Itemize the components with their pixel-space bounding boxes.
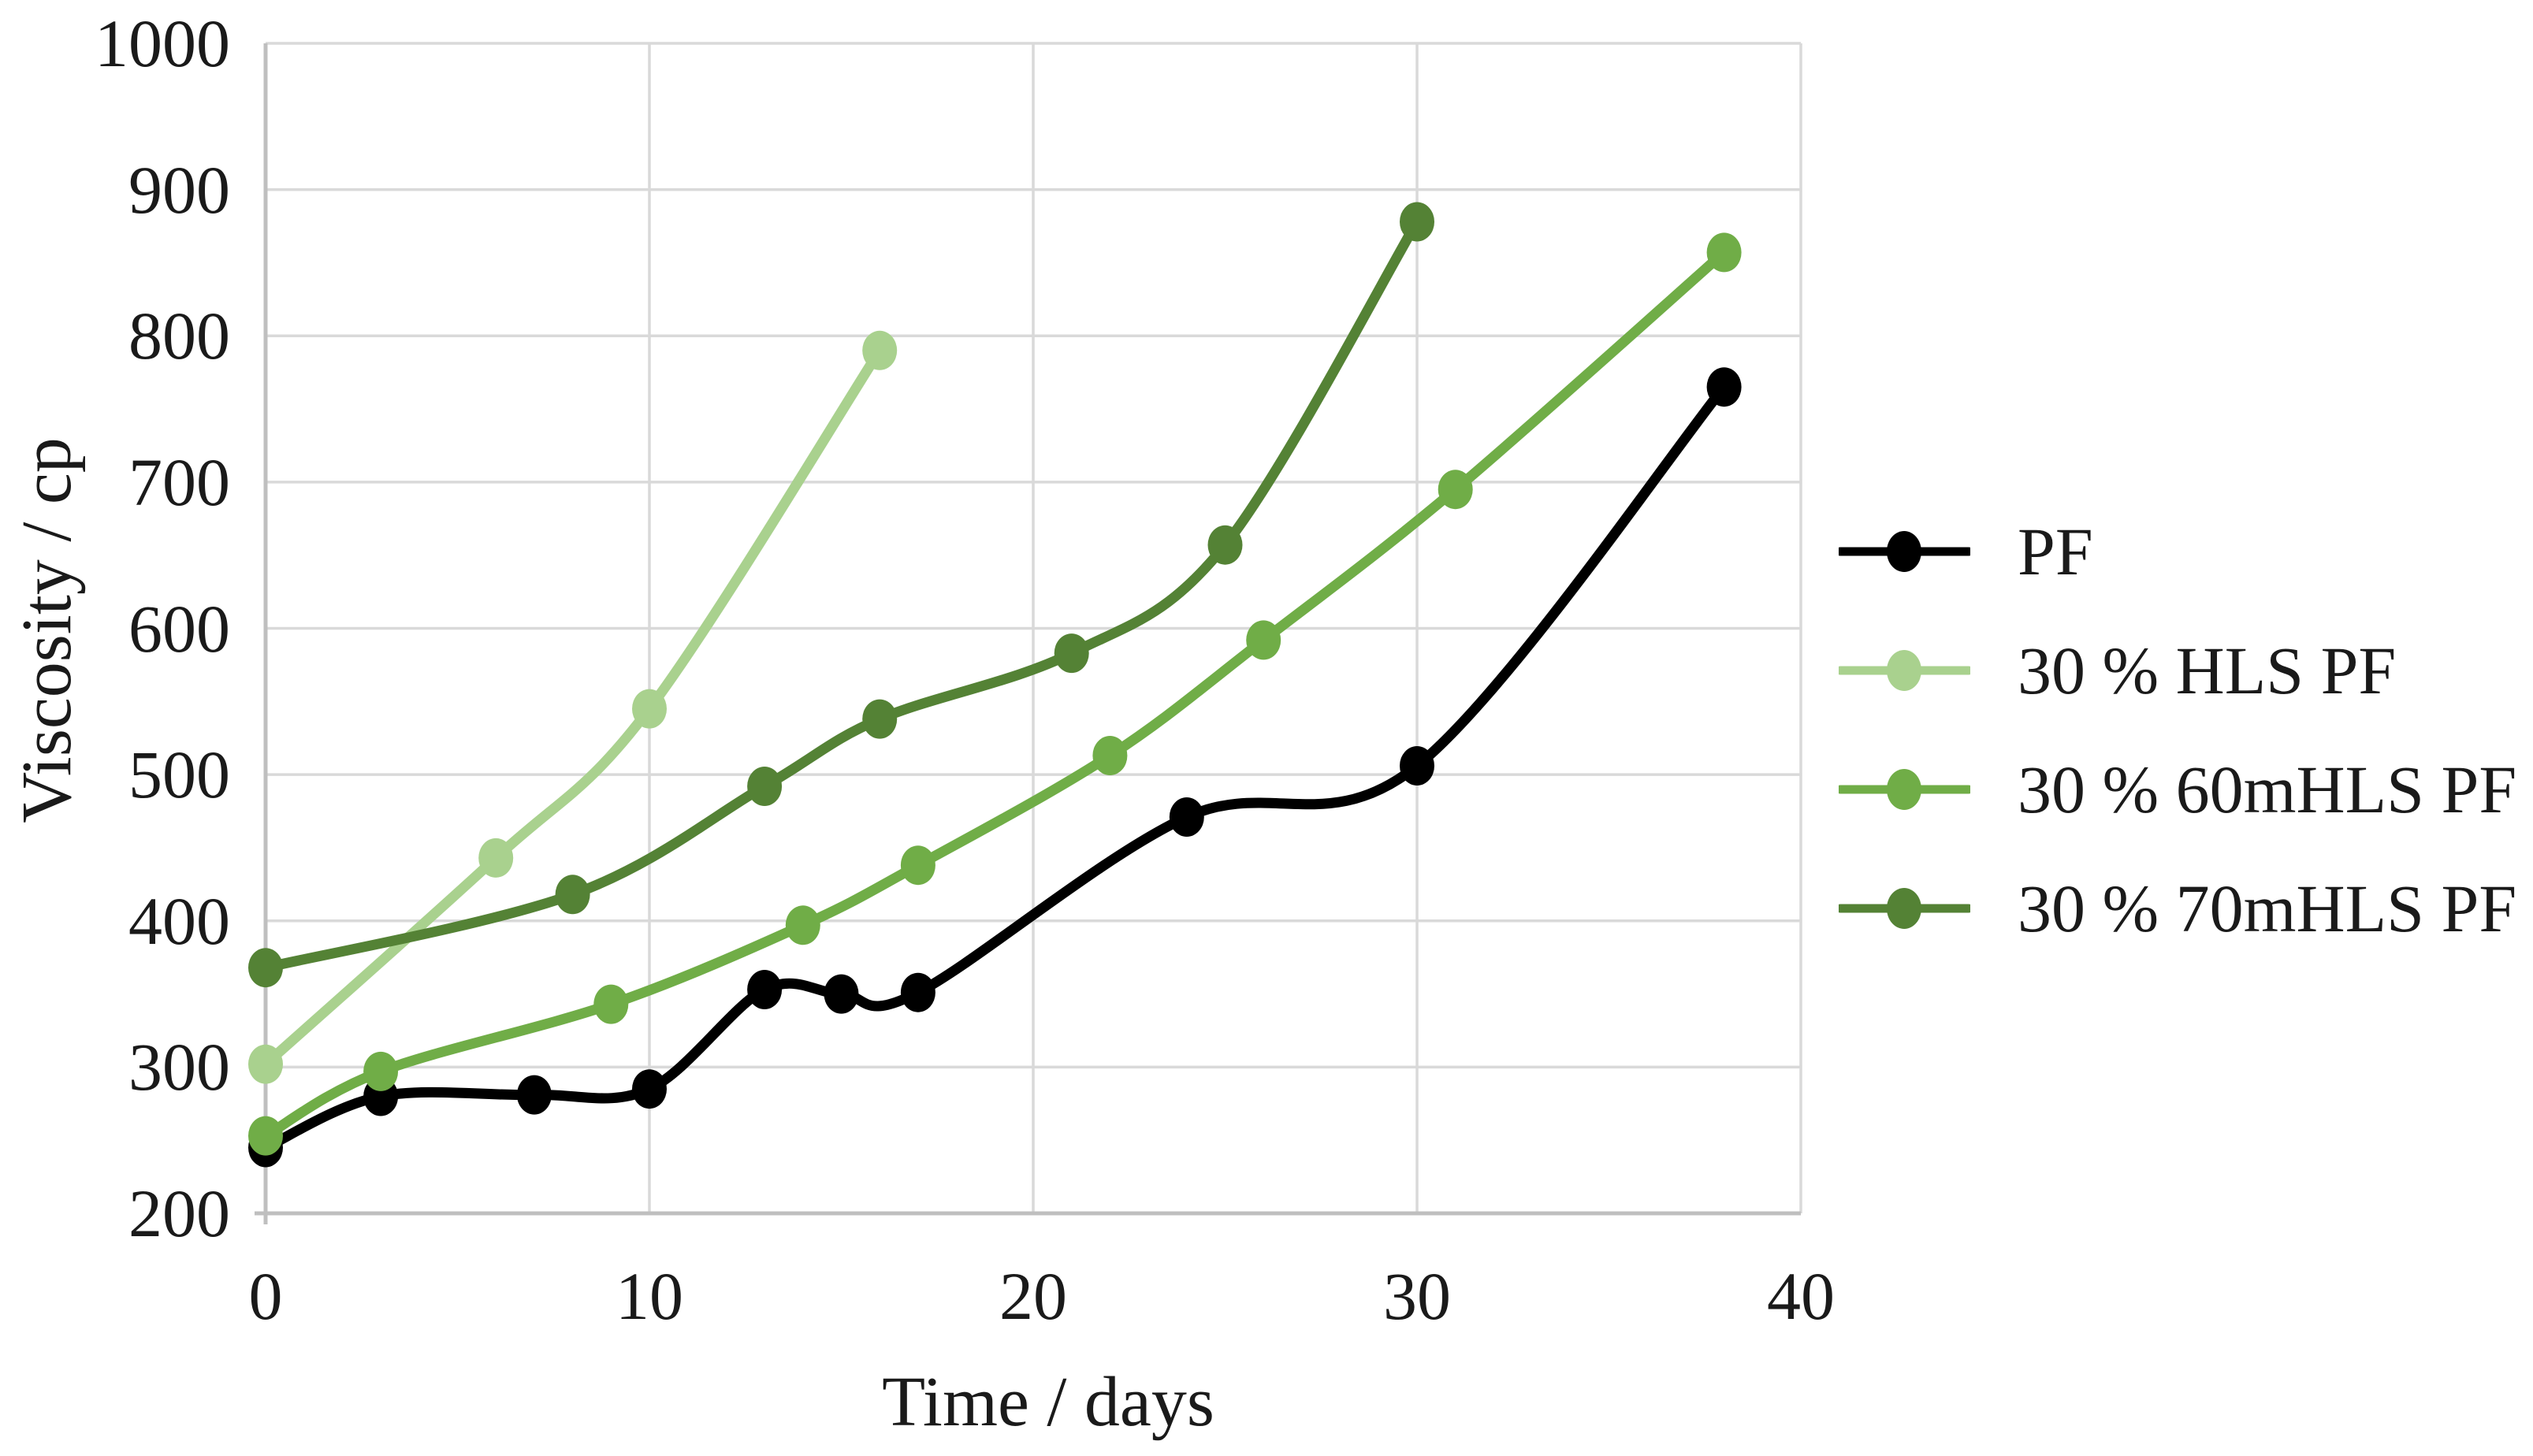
- y-tick-label: 600: [128, 590, 230, 667]
- legend-marker-icon: [1887, 531, 1921, 572]
- legend-label: 30 % 70mHLS PF: [2018, 871, 2517, 946]
- y-tick-label: 800: [128, 298, 230, 374]
- data-point-marker: [785, 905, 820, 945]
- x-tick-label: 20: [999, 1258, 1067, 1334]
- data-point-marker: [747, 767, 783, 806]
- data-point-marker: [248, 1116, 283, 1156]
- legend-item-PF: PF: [1839, 504, 2093, 599]
- data-point-marker: [1246, 620, 1281, 660]
- data-point-marker: [248, 948, 283, 988]
- gridlines: [264, 42, 1802, 1215]
- data-series: [248, 202, 1742, 1168]
- series-30 % HLS PF: [248, 330, 898, 1084]
- y-tick-label: 900: [128, 151, 230, 228]
- legend-item-30 % 70mHLS PF: 30 % 70mHLS PF: [1839, 861, 2516, 956]
- data-point-marker: [1438, 470, 1473, 510]
- data-point-marker: [516, 1075, 552, 1115]
- data-point-marker: [1054, 633, 1089, 674]
- data-point-marker: [862, 330, 898, 370]
- legend-marker-icon: [1887, 769, 1921, 810]
- legend-swatch-icon: [1839, 531, 1970, 572]
- legend-marker-icon: [1887, 650, 1921, 691]
- y-tick-label: 1000: [95, 6, 230, 81]
- data-point-marker: [1207, 525, 1243, 565]
- axis-lines: [255, 43, 1801, 1224]
- y-tick-label: 300: [128, 1029, 230, 1105]
- data-point-marker: [900, 845, 935, 886]
- data-point-marker: [1706, 232, 1742, 273]
- data-point-marker: [862, 699, 898, 739]
- series-line: [260, 381, 1730, 1153]
- data-point-marker: [248, 1044, 283, 1084]
- data-point-marker: [1400, 746, 1434, 786]
- data-point-marker: [824, 974, 859, 1014]
- y-tick-label: 500: [128, 737, 230, 813]
- series-line: [260, 247, 1730, 1142]
- legend-swatch-icon: [1839, 769, 1970, 810]
- legend-marker-icon: [1887, 888, 1921, 929]
- data-point-marker: [1706, 367, 1742, 407]
- x-tick-label: 30: [1383, 1258, 1451, 1334]
- x-tick-label: 40: [1767, 1258, 1835, 1334]
- data-point-marker: [363, 1051, 399, 1091]
- data-point-marker: [747, 970, 783, 1009]
- legend-swatch-icon: [1839, 650, 1970, 691]
- data-point-marker: [632, 1069, 667, 1109]
- y-tick-label: 200: [128, 1176, 230, 1251]
- legend-label: PF: [2018, 514, 2093, 589]
- data-point-marker: [593, 984, 629, 1024]
- y-tick-label: 400: [128, 882, 230, 959]
- data-point-marker: [900, 972, 935, 1012]
- series-line: [260, 345, 885, 1070]
- legend-item-30 % 60mHLS PF: 30 % 60mHLS PF: [1839, 742, 2516, 837]
- series-30 % 70mHLS PF: [248, 202, 1434, 988]
- legend-swatch-icon: [1839, 888, 1970, 929]
- y-axis-title: Viscosity / cp: [8, 437, 86, 823]
- y-tick-label: 700: [128, 444, 230, 520]
- legend-item-30 % HLS PF: 30 % HLS PF: [1839, 623, 2396, 718]
- legend-label: 30 % 60mHLS PF: [2018, 752, 2517, 827]
- legend-label: 30 % HLS PF: [2018, 633, 2397, 708]
- data-point-marker: [1400, 202, 1434, 242]
- series-30 % 60mHLS PF: [248, 232, 1742, 1156]
- data-point-marker: [1092, 736, 1128, 775]
- data-point-marker: [632, 689, 667, 729]
- data-point-marker: [555, 875, 590, 915]
- data-point-marker: [478, 838, 514, 878]
- data-point-marker: [1169, 797, 1204, 837]
- series-line: [260, 217, 1423, 973]
- x-tick-label: 0: [248, 1258, 283, 1334]
- x-tick-label: 10: [616, 1258, 683, 1334]
- x-axis-title: Time / days: [882, 1363, 1214, 1441]
